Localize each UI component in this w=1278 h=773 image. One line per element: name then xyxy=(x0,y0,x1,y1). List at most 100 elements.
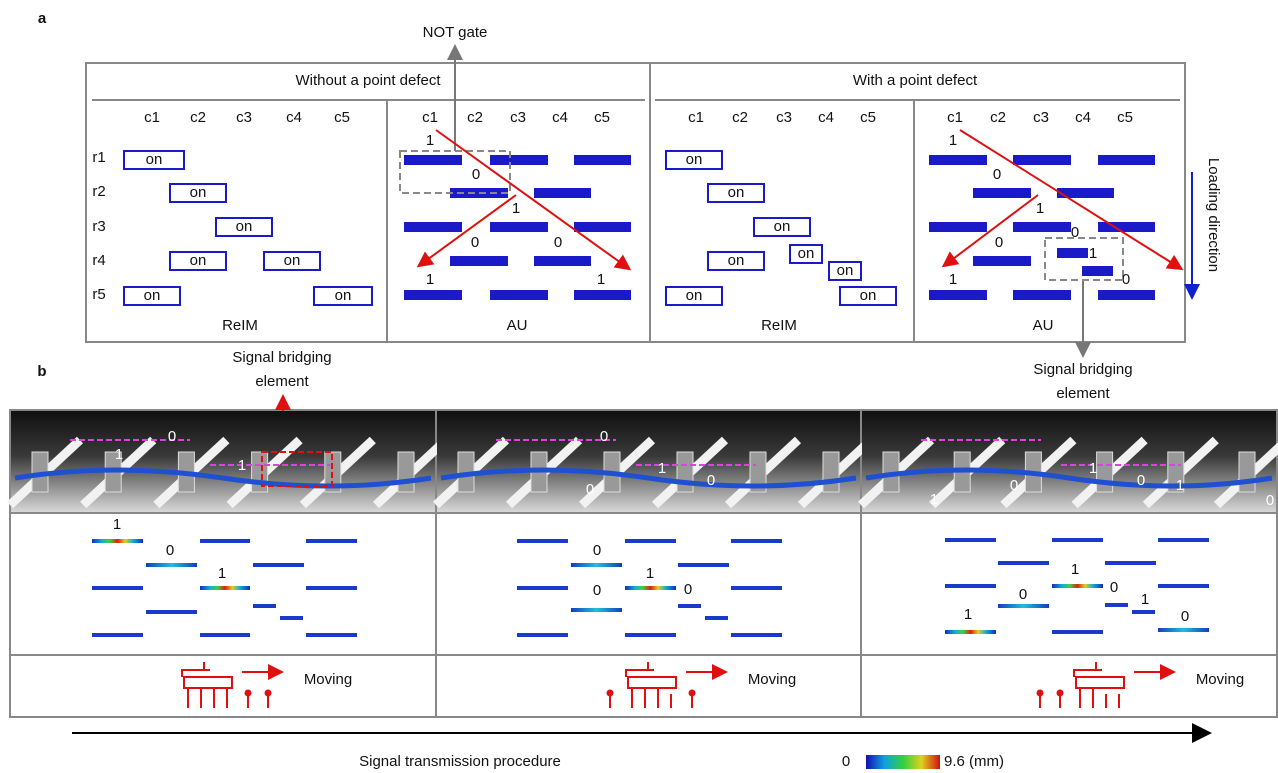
cell-label: on xyxy=(860,287,877,304)
cell-label: on xyxy=(335,287,352,304)
row-label: r5 xyxy=(92,286,105,303)
photo-bit: 1 xyxy=(930,491,938,508)
procedure-label: Signal transmission procedure xyxy=(359,753,561,770)
panel-name: AU xyxy=(507,317,528,334)
column-label: c5 xyxy=(860,109,876,126)
motion-label: Moving xyxy=(304,671,352,688)
probe-stem xyxy=(1074,662,1102,677)
column-label: c3 xyxy=(510,109,526,126)
column-label: c4 xyxy=(286,109,302,126)
cell-label: on xyxy=(284,252,301,269)
bit-label: 0 xyxy=(471,234,479,251)
panel-label: a xyxy=(38,10,47,27)
au-bar xyxy=(404,222,462,232)
photo-bit: 0 xyxy=(586,481,594,498)
au-bar xyxy=(574,155,631,165)
row-label: r2 xyxy=(92,183,105,200)
column-label: c1 xyxy=(422,109,438,126)
callout-label: Signal bridging xyxy=(1033,361,1132,378)
photo-bit: 0 xyxy=(1266,492,1274,509)
sim-bar xyxy=(1158,628,1209,632)
au-bar xyxy=(1013,155,1071,165)
column-label: c1 xyxy=(947,109,963,126)
au-bar xyxy=(490,290,548,300)
motion-label: Moving xyxy=(1196,671,1244,688)
photo-bit: 0 xyxy=(168,428,176,445)
bit-label: 0 xyxy=(993,166,1001,183)
photo-post xyxy=(1239,452,1255,492)
sim-bit: 1 xyxy=(218,565,226,582)
au-bar xyxy=(490,155,548,165)
au-bar xyxy=(929,155,987,165)
column-label: c4 xyxy=(818,109,834,126)
colorbar xyxy=(866,755,940,769)
pin-head xyxy=(1037,690,1044,697)
sim-bit: 0 xyxy=(593,582,601,599)
sim-bar xyxy=(92,633,143,637)
photo-post xyxy=(1097,452,1113,492)
row-label: r1 xyxy=(92,149,105,166)
sim-bar xyxy=(306,539,357,543)
bit-label: 0 xyxy=(995,234,1003,251)
pin-head xyxy=(607,690,614,697)
column-label: c1 xyxy=(144,109,160,126)
bit-label: 0 xyxy=(1122,271,1130,288)
callout-label: element xyxy=(255,373,309,390)
bit-label: 0 xyxy=(472,166,480,183)
motion-label: Moving xyxy=(748,671,796,688)
panel-name: AU xyxy=(1033,317,1054,334)
photo xyxy=(437,411,860,512)
sim-bar xyxy=(1052,630,1103,634)
sim-bit: 1 xyxy=(1141,591,1149,608)
photo-post xyxy=(398,452,414,492)
column-label: c2 xyxy=(190,109,206,126)
au-bar xyxy=(1098,155,1155,165)
bit-label: 0 xyxy=(1071,224,1079,241)
photo-bit: 1 xyxy=(115,446,123,463)
sim-bar xyxy=(678,563,729,567)
sim-bar xyxy=(945,584,996,588)
cell-label: on xyxy=(686,287,703,304)
sim-bar xyxy=(280,616,303,620)
colorbar-min: 0 xyxy=(842,753,850,770)
au-bar xyxy=(1098,290,1155,300)
sim-bar xyxy=(571,563,622,567)
bit-label: 1 xyxy=(512,200,520,217)
sim-bar xyxy=(306,586,357,590)
au-bar xyxy=(404,155,462,165)
colorbar-max: 9.6 (mm) xyxy=(944,753,1004,770)
au-bar xyxy=(929,290,987,300)
photo-bit: 0 xyxy=(1137,472,1145,489)
sim-bit: 1 xyxy=(964,606,972,623)
au-bar xyxy=(1013,222,1071,232)
sim-bar xyxy=(200,586,250,590)
signal-arrow xyxy=(436,130,628,268)
photo-bit: 1 xyxy=(1176,477,1184,494)
panel-a-frame xyxy=(86,63,1185,342)
sim-bar xyxy=(625,633,676,637)
sim-bar xyxy=(625,539,676,543)
au-bar xyxy=(450,256,508,266)
sim-bar xyxy=(1052,584,1103,588)
bit-label: 1 xyxy=(426,271,434,288)
sim-bit: 0 xyxy=(593,542,601,559)
callout-label: element xyxy=(1056,385,1110,402)
cell-label: on xyxy=(236,218,253,235)
bit-label: 1 xyxy=(949,271,957,288)
loading-label: Loading direction xyxy=(1205,158,1222,272)
photo-bit: 0 xyxy=(1010,477,1018,494)
sim-bar xyxy=(92,586,143,590)
sim-bar xyxy=(200,539,250,543)
photo-bit: 1 xyxy=(1089,460,1097,477)
bit-label: 1 xyxy=(949,132,957,149)
sim-bar xyxy=(998,561,1049,565)
cell-label: on xyxy=(837,262,854,279)
cell-label: on xyxy=(190,184,207,201)
panel-label: b xyxy=(37,363,46,380)
column-label: c3 xyxy=(236,109,252,126)
au-bar xyxy=(534,256,591,266)
sim-bar xyxy=(200,633,250,637)
column-label: c3 xyxy=(776,109,792,126)
cell-label: on xyxy=(146,151,163,168)
photo-bit: 0 xyxy=(707,472,715,489)
